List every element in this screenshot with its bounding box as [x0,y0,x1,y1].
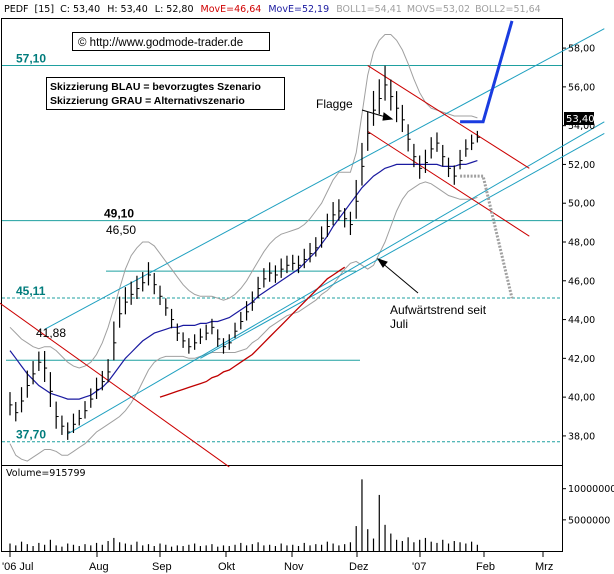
y-tick-label: 58,00 [568,44,595,55]
y-tick-label: 46,00 [568,276,595,287]
annotation-trend-1: Aufwärtstrend seit [390,303,487,317]
volume-bars [9,479,478,551]
axes: 38,00 40,00 42,00 44,00 46,00 48,00 50,00 52,00… [2,44,614,573]
downtrend-line [0,302,230,468]
bollinger-lower [9,181,478,462]
header-line: PEDF [15] C: 53,40 H: 53,40 L: 52,80 Mov… [4,4,541,15]
price-bars [9,65,480,440]
x-tick-label: Okt [218,561,235,573]
bollinger-bands [9,34,478,462]
y-tick-label: 52,00 [568,160,595,171]
header-low: L: 52,80 [155,4,194,15]
x-tick-label: Sep [152,561,172,573]
horizontal-levels: 57,10 49,10 45,11 37,70 [2,52,562,443]
x-tick-label: Nov [284,561,304,573]
y-tick-label: 56,00 [568,82,595,93]
volume-label: Volume=915799 [6,468,86,479]
level-label: 45,11 [16,284,46,298]
header-close: C: 53,40 [60,4,100,15]
inner-channel-line [200,132,605,359]
annotation-peak: 46,50 [106,223,136,237]
copyright-box [72,32,270,51]
x-tick-label: Mrz [535,561,553,573]
moving-average-short [9,160,478,400]
flag-upper-line [367,65,530,169]
header-boll2: BOLL2=51,64 [475,4,541,15]
legend-grey: Skizzierung GRAU = Alternativszenario [50,95,245,107]
annotation-flagge: Flagge [316,97,353,111]
header-symbol: PEDF [4,4,29,15]
bollinger-upper [9,34,478,369]
moving-averages [9,160,478,400]
last-price-box [564,112,594,125]
x-tick-label: '07 [412,561,426,573]
channel-lower-line [67,121,605,435]
level-label: 57,10 [16,52,46,66]
y-tick-label: 48,00 [568,238,595,249]
header-interval: [15] [35,4,55,15]
y-tick-label: 40,00 [568,393,595,404]
annotation-trend-2: Juli [390,317,408,331]
y-tick-label: 44,00 [568,315,595,326]
copyright-text: © http://www.godmode-trader.de [78,37,243,49]
x-tick-label: Dez [349,561,369,573]
trend-arrow [376,258,419,294]
header-boll1: BOLL1=54,41 [336,4,402,15]
trend-lines [0,28,605,468]
annotation-low: 41,88 [36,326,66,340]
channel-upper-line [44,28,605,330]
x-tick-label: Feb [476,561,495,573]
header-move1: MovE=46,64 [201,4,262,15]
scenario-blue [460,20,514,124]
header-high: H: 53,40 [107,4,148,15]
level-label: 49,10 [104,207,134,221]
header-move2: MovE=52,19 [268,4,329,15]
scenario-grey [460,174,514,299]
moving-average-long [159,266,346,398]
header-movs: MOVS=53,02 [407,4,470,15]
flag-arrow [361,109,394,121]
y-tick-label: 38,00 [568,431,595,442]
x-tick-label: '06 Jul [2,561,33,573]
scenario-sketches [460,20,514,299]
volume-tick-label: 10000000 [568,484,614,495]
flag-lower-line [367,131,530,237]
y-tick-label: 42,00 [568,354,595,365]
legend-box [46,77,285,110]
y-tick-label: 50,00 [568,199,595,210]
y-tick-label: 54,00 [568,121,595,132]
volume-tick-label: 5000000 [568,515,610,526]
last-price: 53,40 [566,114,595,125]
x-tick-label: Aug [89,561,109,573]
level-label: 37,70 [16,428,46,442]
volume-panel-frame [1,465,563,552]
legend-blue: Skizzierung BLAU = bevorzugtes Szenario [50,81,261,93]
